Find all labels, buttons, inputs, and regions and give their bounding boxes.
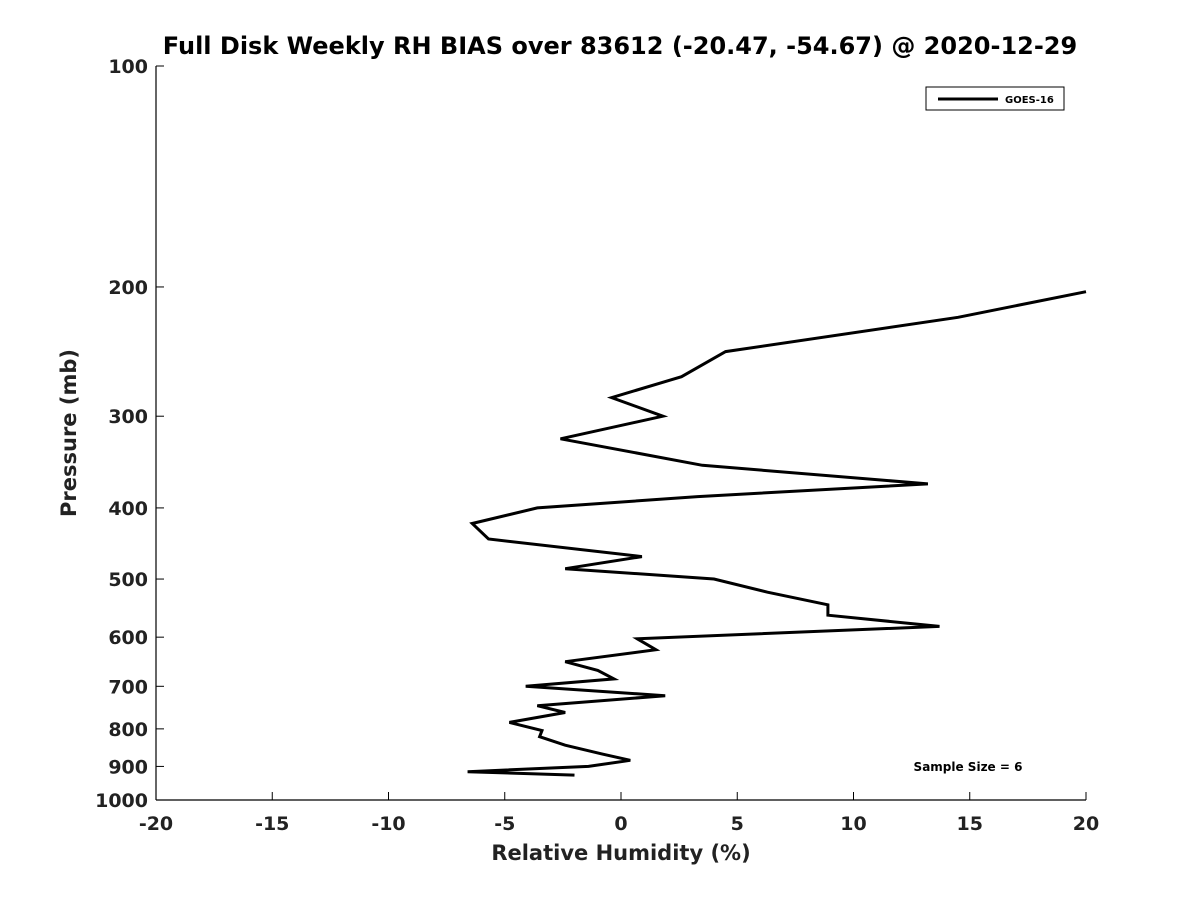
y-tick-label: 800 — [108, 719, 148, 741]
y-tick-label: 900 — [108, 756, 148, 778]
x-tick-label: -5 — [494, 813, 515, 835]
x-tick-label: -20 — [139, 813, 173, 835]
y-tick-label: 600 — [108, 627, 148, 649]
series-layer — [467, 290, 1087, 777]
x-axis-label: Relative Humidity (%) — [491, 841, 750, 865]
x-tick-label: -10 — [371, 813, 405, 835]
y-tick-label: 300 — [108, 406, 148, 428]
y-tick-label: 1000 — [95, 790, 148, 812]
x-tick-label: 0 — [614, 813, 627, 835]
chart-title: Full Disk Weekly RH BIAS over 83612 (-20… — [163, 32, 1077, 60]
y-tick-label: 500 — [108, 569, 148, 591]
x-ticks: -20 -15 -10 -5 0 5 10 15 20 — [139, 792, 1099, 835]
y-ticks: 100 200 300 400 500 600 700 800 900 1000 — [95, 56, 164, 812]
sample-size-annotation: Sample Size = 6 — [914, 760, 1023, 774]
y-tick-label: 100 — [108, 56, 148, 78]
x-tick-label: 20 — [1073, 813, 1099, 835]
y-axis-label: Pressure (mb) — [57, 349, 81, 517]
legend: GOES-16 — [925, 86, 1065, 111]
x-tick-label: 10 — [840, 813, 866, 835]
y-tick-label: 400 — [108, 498, 148, 520]
y-tick-label: 200 — [108, 277, 148, 299]
x-tick-label: -15 — [255, 813, 289, 835]
x-tick-label: 5 — [731, 813, 744, 835]
y-tick-label: 700 — [108, 676, 148, 698]
series-line-goes-16 — [467, 290, 1087, 777]
legend-entry-goes-16: GOES-16 — [1005, 95, 1054, 106]
x-tick-label: 15 — [957, 813, 983, 835]
